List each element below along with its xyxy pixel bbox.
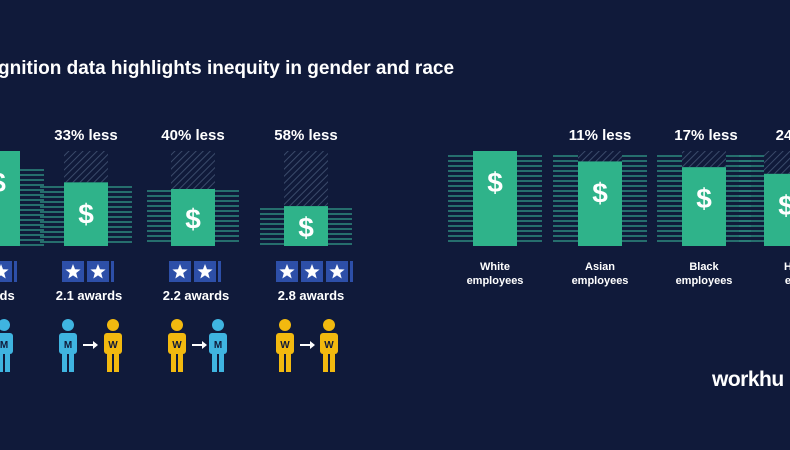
dollar-icon: $ <box>778 190 790 221</box>
star-icon <box>197 264 213 279</box>
person-leg <box>330 352 335 372</box>
bar <box>578 161 622 246</box>
person-body <box>59 333 77 354</box>
bar <box>284 206 328 246</box>
bar <box>64 182 108 246</box>
missing-portion <box>578 151 622 162</box>
person-head <box>212 319 224 331</box>
star-box-edge <box>350 261 353 282</box>
missing-portion <box>764 151 790 174</box>
bar <box>473 151 517 246</box>
person-letter: M <box>0 340 8 351</box>
person-leg <box>0 352 3 372</box>
category-line: employees <box>466 275 524 287</box>
person-letter: M <box>214 340 222 351</box>
person-leg <box>171 352 176 372</box>
person-leg <box>178 352 183 372</box>
awards-label: ards <box>0 288 15 303</box>
category-line: employees <box>675 275 733 287</box>
person-leg <box>5 352 10 372</box>
person-body <box>168 333 186 354</box>
arrow-head-icon <box>93 341 98 349</box>
person-leg <box>279 352 284 372</box>
value-label: 24 <box>775 127 790 144</box>
category-line: H <box>784 261 790 273</box>
dollar-icon: $ <box>185 204 201 235</box>
category-line: Black <box>689 261 719 273</box>
person-letter: M <box>64 340 72 351</box>
dollar-icon: $ <box>696 183 712 214</box>
category-line: Asian <box>585 261 615 273</box>
awards-label: 2.2 awards <box>162 288 230 303</box>
missing-portion <box>284 151 328 207</box>
value-label: 11% less <box>568 127 632 144</box>
person-head <box>62 319 74 331</box>
dollar-icon: $ <box>487 167 503 198</box>
person-head <box>0 319 10 331</box>
person-head <box>323 319 335 331</box>
person-body <box>320 333 338 354</box>
star-box-edge <box>218 261 221 282</box>
missing-portion <box>171 151 215 189</box>
category-label: Black employees <box>676 260 733 288</box>
person-head <box>107 319 119 331</box>
person-letter: W <box>108 340 118 351</box>
chart-title: gnition data highlights inequity in gend… <box>0 58 455 79</box>
star-icon <box>172 264 188 279</box>
star-box-edge <box>111 261 114 282</box>
bar <box>0 151 20 246</box>
person-body <box>209 333 227 354</box>
star-box-edge <box>14 261 17 282</box>
person-head <box>279 319 291 331</box>
arrow-head-icon <box>202 341 207 349</box>
bar <box>171 189 215 246</box>
dollar-icon: $ <box>0 167 6 198</box>
bar <box>682 167 726 246</box>
dollar-icon: $ <box>298 212 314 243</box>
missing-portion <box>682 151 726 168</box>
category-line: e <box>784 275 790 287</box>
person-leg <box>219 352 224 372</box>
missing-portion <box>64 151 108 183</box>
person-letter: W <box>280 340 290 351</box>
brand-logo: workhu <box>712 368 784 391</box>
star-icon <box>65 264 81 279</box>
arrow-head-icon <box>310 341 315 349</box>
value-label: 58% less <box>274 127 338 144</box>
person-head <box>171 319 183 331</box>
person-leg <box>69 352 74 372</box>
person-body <box>276 333 294 354</box>
value-label: 40% less <box>161 127 225 144</box>
person-letter: W <box>324 340 334 351</box>
person-body <box>0 333 13 354</box>
awards-label: 2.8 awards <box>277 288 345 303</box>
person-leg <box>212 352 217 372</box>
star-icon <box>90 264 106 279</box>
star-icon <box>0 264 9 279</box>
star-icon <box>279 264 295 279</box>
star-icon <box>329 264 345 279</box>
category-label: Asian employees <box>572 260 629 288</box>
star-icon <box>304 264 320 279</box>
person-body <box>104 333 122 354</box>
dollar-icon: $ <box>78 198 94 229</box>
person-leg <box>323 352 328 372</box>
value-label: 33% less <box>54 127 118 144</box>
person-leg <box>286 352 291 372</box>
value-label: 17% less <box>674 127 738 144</box>
dollar-icon: $ <box>592 177 608 208</box>
awards-label: 2.1 awards <box>55 288 123 303</box>
person-leg <box>114 352 119 372</box>
person-letter: W <box>172 340 182 351</box>
category-line: employees <box>571 275 629 287</box>
bar <box>764 173 790 246</box>
person-leg <box>62 352 67 372</box>
category-line: White <box>480 261 510 273</box>
person-leg <box>107 352 112 372</box>
category-label: White employees <box>467 260 524 288</box>
